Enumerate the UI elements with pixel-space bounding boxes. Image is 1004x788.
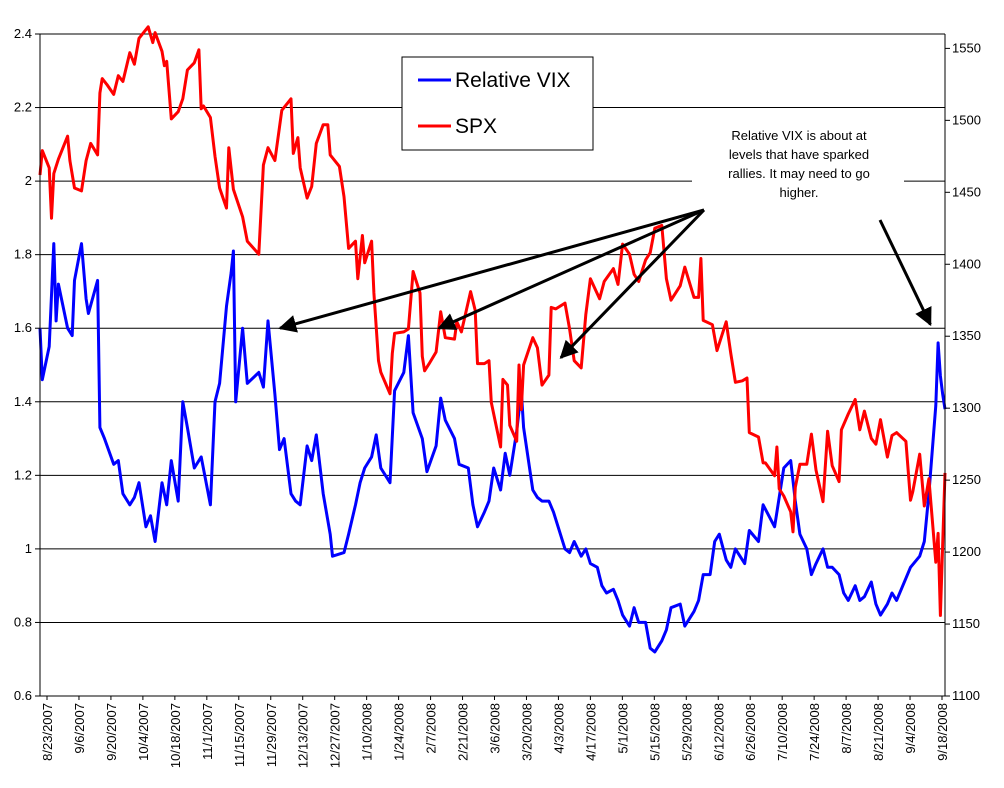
date-tick-label: 9/18/2008 [935, 703, 950, 761]
left-tick-label: 0.6 [14, 688, 32, 703]
right-tick-label: 1100 [952, 688, 980, 703]
date-tick-label: 10/18/2007 [168, 703, 183, 768]
date-tick-label: 5/29/2008 [679, 703, 694, 761]
annotation-background [692, 121, 904, 214]
date-tick-label: 1/10/2008 [360, 703, 375, 761]
annotation: Relative VIX is about at levels that have… [278, 121, 932, 359]
date-tick-label: 12/13/2007 [296, 703, 311, 768]
right-tick-label: 1400 [952, 256, 981, 271]
right-tick-label: 1150 [952, 616, 980, 631]
right-tick-label: 1550 [952, 40, 981, 55]
annotation-text-line: levels that have sparked [729, 147, 869, 162]
left-tick-label: 2.4 [14, 26, 32, 41]
date-tick-label: 11/15/2007 [232, 703, 247, 767]
date-tick-label: 4/17/2008 [583, 703, 598, 761]
date-tick-label: 8/7/2008 [839, 703, 854, 754]
legend: Relative VIX SPX [401, 56, 594, 151]
date-tick-label: 8/21/2008 [871, 703, 886, 761]
right-tick-label: 1200 [952, 544, 981, 559]
date-tick-label: 6/12/2008 [711, 703, 726, 761]
annotation-text-line: higher. [779, 185, 818, 200]
date-axis-labels: 8/23/2007 9/6/2007 9/20/2007 10/4/2007 10/18… [40, 696, 950, 768]
date-tick-label: 12/27/2007 [328, 703, 343, 768]
legend-label-spx: SPX [455, 115, 497, 138]
date-tick-label: 8/23/2007 [40, 703, 55, 761]
date-tick-label: 9/4/2008 [903, 703, 918, 754]
left-tick-label: 2.2 [14, 100, 32, 115]
date-tick-label: 3/20/2008 [520, 703, 535, 761]
right-tick-label: 1250 [952, 472, 981, 487]
date-tick-label: 5/1/2008 [615, 703, 630, 754]
spx-line [38, 25, 947, 617]
annotation-arrow [559, 208, 706, 359]
date-tick-label: 11/1/2007 [200, 703, 215, 760]
annotation-text-line: rallies. It may need to go [728, 166, 870, 181]
right-tick-label: 1300 [952, 400, 981, 415]
left-tick-label: 1.2 [14, 467, 32, 482]
date-tick-label: 1/24/2008 [392, 703, 407, 761]
annotation-arrow [437, 208, 705, 330]
right-tick-label: 1350 [952, 328, 981, 343]
date-tick-label: 7/24/2008 [807, 703, 822, 761]
relative-vix-line [38, 242, 947, 654]
left-tick-label: 0.8 [14, 614, 32, 629]
left-tick-label: 1.8 [14, 247, 32, 262]
date-tick-label: 4/3/2008 [551, 703, 566, 754]
right-axis-labels: 1100 1150 1200 1250 1300 1350 1400 1450 1500 1550 [945, 40, 981, 703]
right-tick-label: 1500 [952, 112, 981, 127]
annotation-arrow [278, 208, 705, 333]
date-tick-label: 2/21/2008 [456, 703, 471, 761]
date-tick-label: 5/15/2008 [647, 703, 662, 761]
annotation-arrow [878, 219, 932, 327]
date-tick-label: 2/7/2008 [424, 703, 439, 754]
annotation-text-line: Relative VIX is about at [731, 128, 867, 143]
date-tick-label: 3/6/2008 [488, 703, 503, 754]
axes [39, 34, 946, 697]
left-tick-label: 1.4 [14, 394, 32, 409]
date-tick-label: 10/4/2007 [136, 703, 151, 761]
date-tick-label: 7/10/2008 [775, 703, 790, 761]
legend-label-relative-vix: Relative VIX [455, 69, 571, 92]
right-tick-label: 1450 [952, 184, 981, 199]
left-tick-label: 2 [25, 173, 32, 188]
left-tick-label: 1 [25, 541, 32, 556]
date-tick-label: 6/26/2008 [743, 703, 758, 761]
date-tick-label: 11/29/2007 [264, 703, 279, 767]
left-axis-labels: 0.6 0.8 1 1.2 1.4 1.6 1.8 2 2.2 2.4 [14, 26, 40, 703]
left-tick-label: 1.6 [14, 320, 32, 335]
date-tick-label: 9/6/2007 [72, 703, 87, 754]
date-tick-label: 9/20/2007 [104, 703, 119, 761]
series-layer [38, 25, 947, 654]
legend-box [401, 56, 594, 151]
